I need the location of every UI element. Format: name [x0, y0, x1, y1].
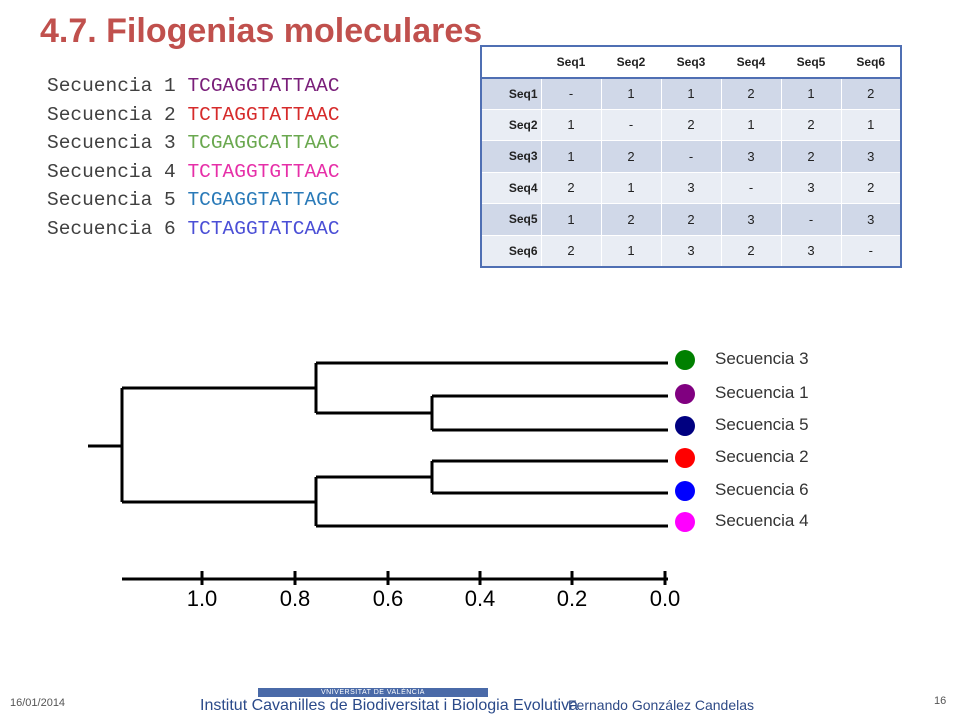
slide-title: 4.7. Filogenias moleculares: [40, 12, 483, 50]
page-number: 16: [934, 695, 947, 707]
leaf-label: Secuencia 6: [715, 480, 809, 499]
table-cell: 1: [720, 108, 782, 141]
table-cell: 3: [780, 171, 842, 204]
sequence-name: Secuencia 6: [47, 217, 176, 240]
table-cell: 1: [840, 108, 902, 141]
table-cell: 1: [600, 77, 662, 110]
table-cell: 3: [660, 234, 722, 268]
row-label: Seq1: [480, 77, 542, 110]
leaf-marker: [675, 512, 695, 532]
table-cell: 1: [540, 108, 602, 141]
institute-logo: VNIVERSITAT DE VALÈNCIA Institut Cavanil…: [198, 688, 578, 718]
table-row: Seq6 2 1 3 2 3-: [480, 234, 902, 268]
sequence-line: Secuencia 6 TCTAGGTATCAAC: [47, 215, 340, 244]
table-cell: 2: [780, 108, 842, 141]
leaf-marker: [675, 416, 695, 436]
axis-tick-label: 0.8: [280, 586, 311, 611]
table-header-cell: [480, 45, 542, 79]
table-cell: 2: [720, 77, 782, 110]
table-cell: -: [540, 77, 602, 110]
table-cell: 1: [780, 77, 842, 110]
university-name: VNIVERSITAT DE VALÈNCIA: [321, 689, 425, 696]
row-label: Seq3: [480, 140, 542, 173]
row-label: Seq6: [480, 234, 542, 268]
table-cell: 1: [540, 140, 602, 173]
row-label: Seq2: [480, 108, 542, 141]
leaf-label: Secuencia 2: [715, 447, 809, 466]
table-cell: 3: [840, 203, 902, 236]
table-cell: 3: [840, 140, 902, 173]
sequence-string: TCGAGGTATTAGC: [187, 189, 340, 212]
leaf-marker: [675, 384, 695, 404]
distance-matrix-table: Seq1 Seq2 Seq3 Seq4 Seq5 Seq6 Seq1-1 1 2 1 2 Seq2 1…: [480, 45, 902, 268]
table-header-cell: Seq1: [540, 45, 602, 79]
sequence-string: TCTAGGTGTTAAC: [187, 160, 340, 183]
sequence-line: Secuencia 3 TCGAGGCATTAAC: [47, 129, 340, 158]
table-row: Seq1-1 1 2 1 2: [480, 77, 902, 110]
table-cell: 2: [540, 171, 602, 204]
footer-author: Fernando González Candelas: [568, 697, 755, 713]
sequence-line: Secuencia 4 TCTAGGTGTTAAC: [47, 158, 340, 187]
axis-tick-labels: 1.0 0.8 0.6 0.4 0.2 0.0: [187, 586, 681, 611]
sequence-name: Secuencia 5: [47, 189, 176, 212]
table-cell: 2: [840, 171, 902, 204]
table-cell: 1: [660, 77, 722, 110]
leaf-marker: [675, 448, 695, 468]
tree-branches: [88, 361, 668, 528]
footer-date: 16/01/2014: [10, 697, 66, 709]
table-cell: 3: [720, 203, 782, 236]
table-cell: 1: [600, 171, 662, 204]
distance-axis: [122, 571, 668, 585]
table-header-cell: Seq6: [840, 45, 902, 79]
table-header-cell: Seq3: [660, 45, 722, 79]
axis-tick-label: 1.0: [187, 586, 218, 611]
sequence-line: Secuencia 5 TCGAGGTATTAGC: [47, 186, 340, 215]
table-cell: 2: [780, 140, 842, 173]
sequence-name: Secuencia 3: [47, 132, 176, 155]
table-cell: 3: [660, 171, 722, 204]
sequence-line: Secuencia 1 TCGAGGTATTAAC: [47, 72, 340, 101]
leaf-marker: [675, 350, 695, 370]
sequence-list: Secuencia 1 TCGAGGTATTAAC Secuencia 2 TCT…: [47, 72, 340, 244]
institute-name: Institut Cavanilles de Biodiversitat i B…: [200, 697, 578, 714]
sequence-string: TCTAGGTATTAAC: [187, 103, 340, 126]
table-cell: 2: [720, 234, 782, 268]
leaf-label: Secuencia 4: [715, 511, 809, 530]
table-header-cell: Seq4: [720, 45, 782, 79]
axis-tick-label: 0.2: [557, 586, 588, 611]
axis-tick-label: 0.4: [465, 586, 496, 611]
sequence-string: TCTAGGTATCAAC: [187, 217, 340, 240]
table-cell: 2: [840, 77, 902, 110]
table-cell: 3: [720, 140, 782, 173]
university-bar: [258, 688, 488, 697]
table-row: Seq4 2 1 3-3 2: [480, 171, 902, 204]
axis-tick-label: 0.6: [373, 586, 404, 611]
sequence-name: Secuencia 2: [47, 103, 176, 126]
row-label: Seq4: [480, 171, 542, 204]
sequence-line: Secuencia 2 TCTAGGTATTAAC: [47, 101, 340, 130]
leaf-marker: [675, 481, 695, 501]
table-row: Seq2 1-2 1 2 1: [480, 108, 902, 141]
sequence-string: TCGAGGTATTAAC: [187, 75, 340, 97]
table-cell: -: [720, 171, 782, 204]
table-cell: 2: [600, 203, 662, 236]
sequence-name: Secuencia 4: [47, 160, 176, 183]
table-header-cell: Seq5: [780, 45, 842, 79]
sequence-name: Secuencia 1: [47, 75, 176, 97]
table-row: Seq5 1 2 2 3-3: [480, 203, 902, 236]
row-label: Seq5: [480, 203, 542, 236]
table-cell: 1: [600, 234, 662, 268]
table-cell: 2: [660, 203, 722, 236]
leaf-label: Secuencia 1: [715, 383, 809, 402]
axis-tick-label: 0.0: [650, 586, 681, 611]
table-cell: 2: [540, 234, 602, 268]
table-header-row: Seq1 Seq2 Seq3 Seq4 Seq5 Seq6: [480, 45, 902, 79]
sequence-string: TCGAGGCATTAAC: [187, 132, 340, 155]
leaf-label: Secuencia 3: [715, 349, 809, 368]
leaf-label: Secuencia 5: [715, 415, 809, 434]
table-cell: -: [840, 234, 902, 268]
